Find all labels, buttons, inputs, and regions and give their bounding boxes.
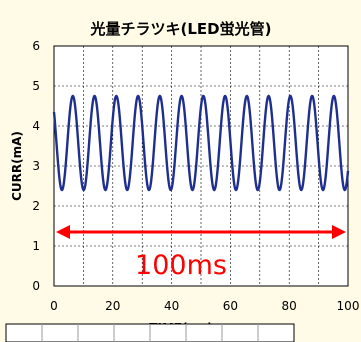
x-tick-label: 40 [164, 299, 179, 313]
x-tick-label: 100 [337, 299, 360, 313]
chart-title: 光量チラツキ(LED蛍光管) [90, 20, 272, 38]
x-axis-ticks: 0 20 40 60 80 100 [50, 299, 359, 313]
x-tick-label: 80 [282, 299, 297, 313]
x-tick-label: 0 [50, 299, 58, 313]
x-tick-label: 20 [105, 299, 120, 313]
series-line [52, 94, 350, 192]
y-tick-label: 3 [32, 159, 40, 173]
data-table-fragment [5, 323, 295, 342]
y-tick-label: 4 [32, 119, 40, 133]
x-tick-label: 60 [223, 299, 238, 313]
y-tick-label: 2 [32, 199, 40, 213]
y-tick-label: 6 [32, 39, 40, 53]
y-tick-label: 5 [32, 79, 40, 93]
annotation-label: 100ms [135, 250, 227, 281]
y-tick-label: 1 [32, 239, 40, 253]
arrow-head-right [332, 225, 346, 239]
y-axis-title: CURR(mA) [10, 131, 24, 201]
grid [54, 46, 348, 286]
y-axis-ticks: 0 1 2 3 4 5 6 [32, 39, 40, 293]
annotation-100ms: 100ms [56, 225, 346, 281]
arrow-head-left [56, 225, 70, 239]
y-tick-label: 0 [32, 279, 40, 293]
